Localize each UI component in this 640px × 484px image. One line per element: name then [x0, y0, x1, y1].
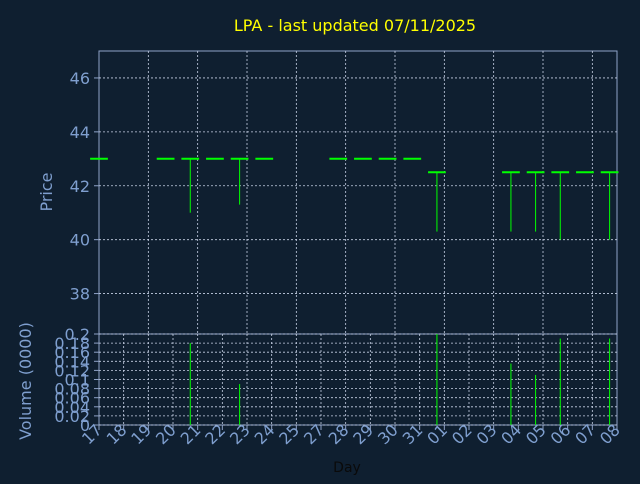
volume-y-tick-label: 0.18 [54, 334, 90, 353]
day-axis-label: Day [333, 460, 361, 476]
volume-axis-label: Volume (0000) [16, 322, 35, 440]
price-y-tick-label: 46 [70, 69, 90, 88]
volume-y-tick-label: 0.2 [65, 325, 90, 344]
price-y-tick-label: 40 [70, 231, 90, 250]
volume-y-tick-label: 0 [80, 416, 90, 435]
volume-y-tick-label: 0.14 [54, 352, 90, 371]
price-y-tick-label: 38 [70, 285, 90, 304]
volume-y-tick-label: 0.06 [54, 389, 90, 408]
price-panel: 38 40 42 44 46 [70, 50, 619, 335]
chart-title: LPA - last updated 07/11/2025 [234, 16, 476, 35]
price-axis-label: Price [37, 172, 56, 211]
volume-y-tick-label: 0.08 [54, 380, 90, 399]
volume-y-tick-label: 0.16 [54, 343, 90, 362]
volume-y-tick-label: 0.12 [54, 361, 90, 380]
price-y-tick-label: 44 [70, 123, 90, 142]
volume-y-tick-label: 0.1 [65, 371, 90, 390]
price-y-tick-label: 42 [70, 177, 90, 196]
price-plot-frame [98, 50, 618, 335]
volume-y-tick-label: 0.04 [54, 398, 90, 417]
volume-y-tick-label: 0.02 [54, 407, 90, 426]
volume-panel: 00.020.040.060.080.10.120.140.160.180.2 [54, 325, 618, 435]
